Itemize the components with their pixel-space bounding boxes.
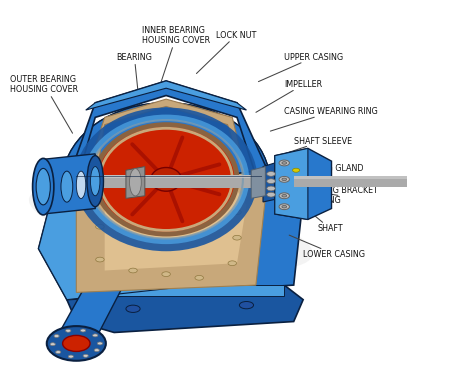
Ellipse shape [279,204,290,210]
Ellipse shape [33,158,54,215]
Ellipse shape [95,125,237,234]
Ellipse shape [50,343,55,346]
Ellipse shape [97,342,102,345]
Polygon shape [86,81,246,110]
Ellipse shape [29,184,313,270]
Ellipse shape [91,167,100,196]
Polygon shape [251,167,265,198]
Polygon shape [275,148,308,220]
Polygon shape [86,99,246,183]
Polygon shape [95,285,284,296]
Text: OUTER BEARING
HOUSING COVER: OUTER BEARING HOUSING COVER [10,75,78,133]
Ellipse shape [54,335,59,337]
Text: PACKING GLAND: PACKING GLAND [299,164,364,173]
Polygon shape [57,285,124,340]
Text: LOWER CASING: LOWER CASING [289,235,365,259]
Text: BEARING: BEARING [117,53,152,109]
Ellipse shape [96,224,104,229]
Text: UPPER CASING: UPPER CASING [258,53,343,82]
Wedge shape [62,103,268,183]
Ellipse shape [233,235,241,240]
Ellipse shape [233,210,241,214]
Ellipse shape [76,171,86,198]
Ellipse shape [81,329,86,332]
Ellipse shape [65,329,71,332]
Polygon shape [126,167,145,198]
Ellipse shape [282,178,287,181]
Text: IMPELLER: IMPELLER [256,80,322,112]
Ellipse shape [87,156,103,207]
Ellipse shape [126,305,140,313]
Ellipse shape [223,184,232,189]
Ellipse shape [267,179,275,183]
Ellipse shape [279,160,290,166]
Ellipse shape [129,268,137,273]
Ellipse shape [267,172,275,176]
Ellipse shape [279,176,290,182]
Ellipse shape [162,272,170,277]
Ellipse shape [61,171,73,202]
Text: INNER BEARING
HOUSING COVER: INNER BEARING HOUSING COVER [143,26,210,86]
Ellipse shape [282,194,287,197]
Polygon shape [43,154,95,214]
Ellipse shape [195,276,203,280]
Ellipse shape [292,168,300,172]
Ellipse shape [282,162,287,164]
Ellipse shape [129,184,137,189]
Text: SHAFT SLEEVE: SHAFT SLEEVE [287,137,352,153]
Ellipse shape [195,177,203,182]
Polygon shape [67,81,270,183]
Text: CASING WEARING RING: CASING WEARING RING [270,107,378,131]
Ellipse shape [151,168,182,191]
Polygon shape [275,148,331,220]
Polygon shape [67,285,303,332]
Ellipse shape [83,354,88,357]
Ellipse shape [129,169,141,196]
Polygon shape [76,165,265,292]
Ellipse shape [68,355,73,358]
Polygon shape [38,176,199,300]
Ellipse shape [94,349,100,352]
Ellipse shape [96,257,104,262]
Polygon shape [105,176,246,270]
Ellipse shape [36,168,50,205]
Ellipse shape [63,335,90,351]
Ellipse shape [162,181,170,185]
Ellipse shape [47,326,106,361]
Text: BEARING BRACKET
HOUSING: BEARING BRACKET HOUSING [303,186,378,205]
Ellipse shape [96,191,104,196]
Polygon shape [38,176,303,300]
Ellipse shape [267,186,275,191]
Polygon shape [263,163,275,202]
Ellipse shape [228,261,237,266]
Ellipse shape [93,334,98,337]
Ellipse shape [279,193,290,199]
Wedge shape [62,103,268,183]
Ellipse shape [239,302,254,309]
Ellipse shape [282,205,287,208]
Text: SHAFT: SHAFT [315,216,343,233]
Ellipse shape [55,351,61,354]
Ellipse shape [267,192,275,197]
Text: LOCK NUT: LOCK NUT [196,31,256,74]
